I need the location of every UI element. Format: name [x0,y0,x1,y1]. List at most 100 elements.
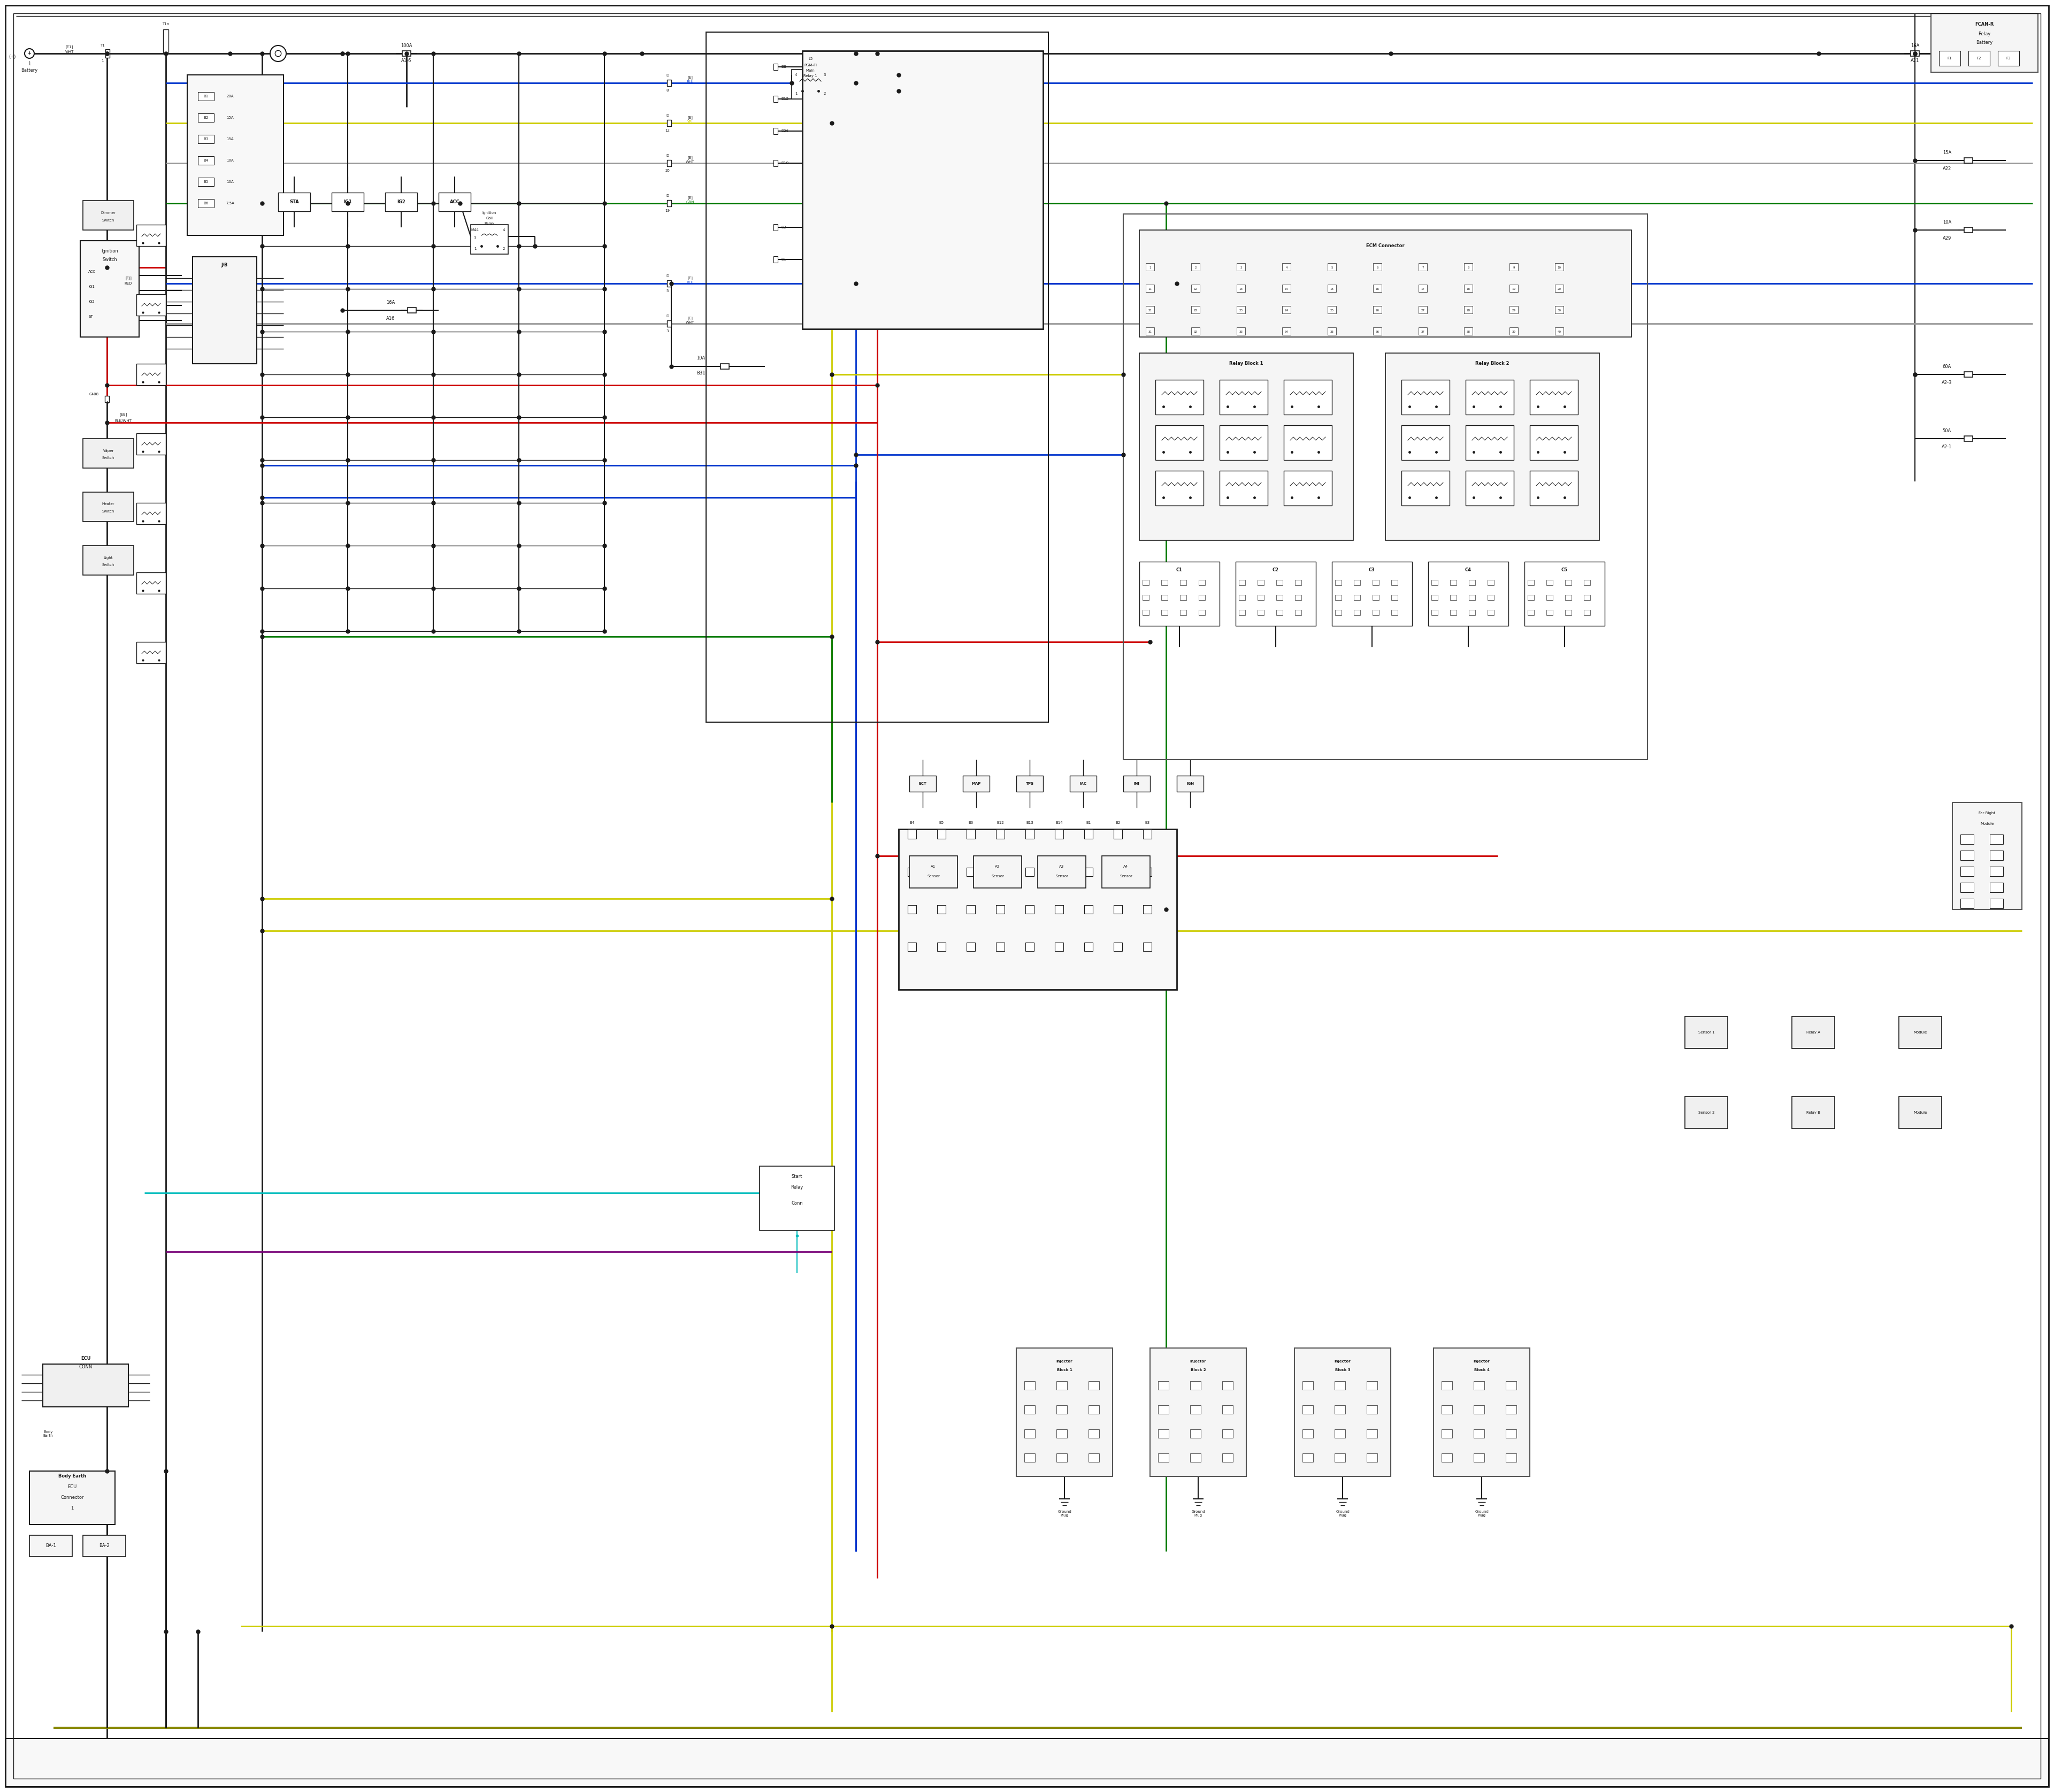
Text: B2: B2 [203,116,207,120]
Bar [407,308,417,314]
Text: INJ: INJ [1134,781,1140,785]
Bar [668,280,672,287]
Bar [996,943,1004,952]
Text: Ground
Plug: Ground Plug [1475,1511,1489,1518]
Bar [1467,471,1514,505]
Text: Ignition: Ignition [101,249,119,254]
Bar [1684,1016,1727,1048]
Bar [1146,263,1154,271]
Text: ECT: ECT [918,781,926,785]
Text: 1: 1 [70,1505,74,1511]
Bar [1200,609,1206,615]
Text: STA: STA [290,199,300,204]
Bar [386,192,417,211]
Text: C3: C3 [1368,568,1376,572]
Bar [1401,425,1450,461]
Bar [1189,1430,1202,1437]
Bar [1968,50,1990,66]
Text: A1-6: A1-6 [401,59,411,63]
Bar [1990,867,2003,876]
Text: Main: Main [805,70,815,72]
Bar [1101,857,1150,889]
Bar [1469,581,1475,586]
Text: Sensor: Sensor [1119,874,1132,878]
Bar [1530,471,1577,505]
Text: A3: A3 [1060,866,1064,867]
Text: D8: D8 [781,65,787,68]
Bar [1510,285,1518,292]
Bar [1237,328,1245,335]
Bar [707,32,1048,722]
Text: 37: 37 [1421,330,1425,333]
Bar [774,159,778,167]
Bar [1200,595,1206,600]
Text: 4: 4 [503,228,505,231]
Text: 16A: 16A [1910,43,1918,48]
Text: Wiper: Wiper [103,450,113,452]
Bar [1257,609,1263,615]
Bar [1910,50,1918,56]
Bar [440,192,470,211]
Bar [1384,353,1600,539]
Text: Module: Module [1980,823,1994,826]
Text: 8: 8 [665,90,670,91]
Bar [1089,1382,1099,1391]
Text: B3: B3 [203,138,207,142]
Bar [1222,1453,1232,1462]
Text: Light: Light [103,556,113,559]
Bar [668,201,672,206]
Text: Ground
Plug: Ground Plug [1335,1511,1349,1518]
Bar [1191,328,1200,335]
Bar [1391,595,1397,600]
Text: 13: 13 [1239,287,1243,290]
Text: 100A: 100A [401,43,413,48]
Text: 36: 36 [1376,330,1378,333]
Bar [1191,263,1200,271]
Bar [937,830,945,839]
Bar [774,224,778,231]
Text: [E]: [E] [688,317,692,321]
Text: Coil: Coil [487,217,493,220]
Bar [1284,471,1331,505]
Text: 1: 1 [105,401,109,405]
Bar [1327,328,1337,335]
Text: 18: 18 [1467,287,1471,290]
Bar [1222,1382,1232,1391]
Bar [774,95,778,102]
Text: B1: B1 [1087,821,1091,824]
Text: BA-2: BA-2 [99,1543,109,1548]
Bar [1302,1405,1313,1414]
Text: D1: D1 [781,258,787,262]
Text: B2: B2 [1115,821,1119,824]
Bar [1150,1348,1247,1477]
Bar [1391,581,1397,586]
Bar [668,120,672,125]
Bar [996,867,1004,876]
Text: CONN: CONN [78,1364,92,1369]
Bar [1565,609,1571,615]
Text: C2: C2 [1273,568,1280,572]
Text: Battery: Battery [21,68,37,73]
Text: 19: 19 [1512,287,1516,290]
Text: Connector: Connector [60,1495,84,1500]
Bar [1276,581,1282,586]
Bar [1555,263,1563,271]
Text: 16A: 16A [386,299,394,305]
Bar [1085,905,1093,914]
Bar [1056,1453,1068,1462]
Text: 50A: 50A [1943,428,1951,434]
Text: IG1: IG1 [343,199,351,204]
Bar [1158,1430,1169,1437]
Text: D: D [665,154,670,158]
Text: B4: B4 [910,821,914,824]
Bar [1056,867,1064,876]
Text: 35: 35 [1331,330,1333,333]
Text: 16: 16 [1376,287,1378,290]
Bar [1025,1382,1035,1391]
Bar [1547,595,1553,600]
Bar [1056,830,1064,839]
Bar [910,857,957,889]
Bar [197,113,214,122]
Text: IG2: IG2 [396,199,405,204]
Bar [1284,425,1331,461]
